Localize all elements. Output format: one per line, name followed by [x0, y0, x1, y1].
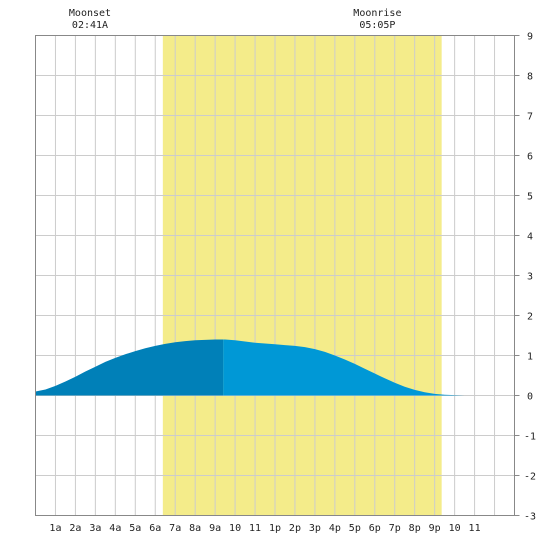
- y-tick-label: 4: [527, 232, 533, 243]
- x-tick-label: 10: [449, 523, 461, 534]
- y-tick-label: 8: [527, 72, 533, 83]
- x-tick-label: 7p: [389, 523, 401, 534]
- tide-area-morning: [35, 339, 224, 396]
- x-tick-label: 3p: [309, 523, 321, 534]
- moon-event-time: 05:05P: [359, 20, 395, 31]
- x-tick-label: 11: [249, 523, 261, 534]
- tide-area: [35, 339, 515, 396]
- x-tick-label: 6p: [369, 523, 381, 534]
- y-tick-label: 9: [527, 32, 533, 43]
- moon-event-label: Moonset: [69, 8, 111, 19]
- x-tick-labels: 1a 2a 3a 4a 5a 6a 7a 8a 9a 10 11 1p 2p 3p 4p 5p 6p 7p 8p 9p…: [49, 523, 480, 534]
- x-tick-label: 6a: [149, 523, 161, 534]
- x-tick-label: 1a: [49, 523, 61, 534]
- x-tick-label: 8a: [189, 523, 201, 534]
- x-tick-label: 5p: [349, 523, 361, 534]
- x-tick-label: 4p: [329, 523, 341, 534]
- x-tick-label: 1p: [269, 523, 281, 534]
- y-tick-label: -1: [524, 432, 536, 443]
- x-tick-label: 2a: [69, 523, 81, 534]
- y-tick-label: 2: [527, 312, 533, 323]
- moon-event-label: Moonrise: [353, 8, 401, 19]
- chart-grid: [35, 35, 515, 516]
- x-tick-label: 10: [229, 523, 241, 534]
- y-tick-label: -2: [524, 472, 536, 483]
- tide-area-afternoon: [223, 339, 515, 396]
- y-tick-label: -3: [524, 512, 536, 523]
- x-tick-label: 11: [469, 523, 481, 534]
- y-tick-label: 3: [527, 272, 533, 283]
- x-tick-label: 3a: [89, 523, 101, 534]
- x-tick-label: 2p: [289, 523, 301, 534]
- y-tick-label: 5: [527, 192, 533, 203]
- x-tick-label: 9a: [209, 523, 221, 534]
- y-tick-label: 7: [527, 112, 533, 123]
- moon-event-time: 02:41A: [72, 20, 108, 31]
- chart-axes: [35, 35, 520, 516]
- y-tick-label: 0: [527, 392, 533, 403]
- x-tick-label: 7a: [169, 523, 181, 534]
- x-tick-label: 8p: [409, 523, 421, 534]
- y-tick-label: 6: [527, 152, 533, 163]
- y-tick-labels: -3 -2 -1 0 1 2 3 4 5 6 7 8 9: [524, 32, 536, 523]
- x-tick-label: 4a: [109, 523, 121, 534]
- y-tick-label: 1: [527, 352, 533, 363]
- x-tick-label: 5a: [129, 523, 141, 534]
- x-tick-label: 9p: [429, 523, 441, 534]
